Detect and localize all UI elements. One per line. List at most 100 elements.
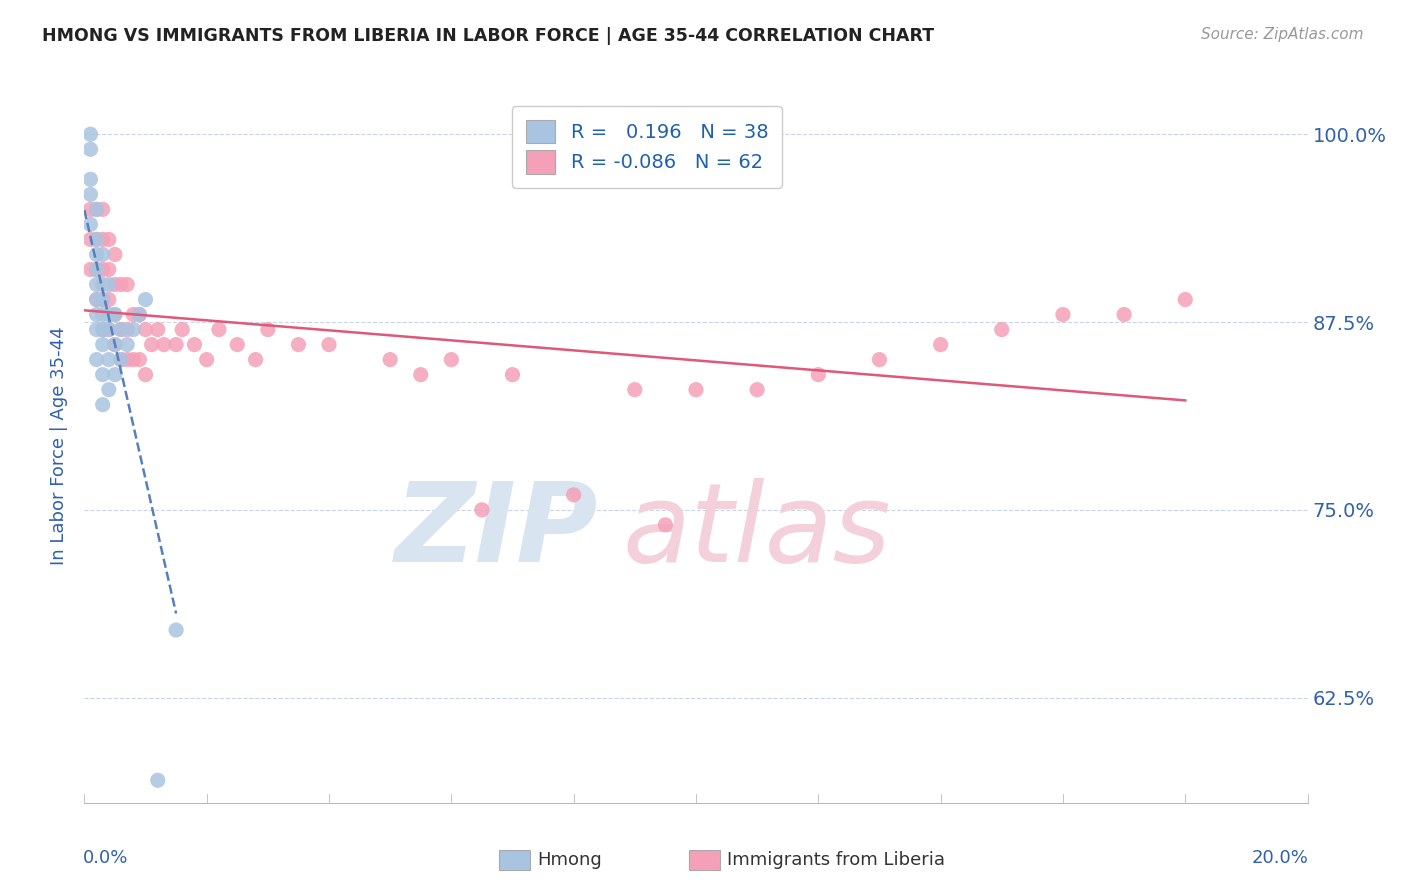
Point xyxy=(165,337,187,351)
Point xyxy=(97,383,120,397)
Point xyxy=(91,202,114,217)
Text: 0.0%: 0.0% xyxy=(83,849,128,867)
Point xyxy=(86,202,108,217)
Point xyxy=(153,337,176,351)
Text: 20.0%: 20.0% xyxy=(1251,849,1309,867)
Point xyxy=(86,277,108,292)
Point xyxy=(122,352,145,367)
Point xyxy=(1052,308,1074,322)
Text: Immigrants from Liberia: Immigrants from Liberia xyxy=(727,851,945,869)
Point xyxy=(86,322,108,336)
Point xyxy=(135,293,157,307)
Point xyxy=(115,322,138,336)
Point xyxy=(110,322,132,336)
Point xyxy=(110,322,132,336)
Point xyxy=(86,232,108,246)
Point xyxy=(97,322,120,336)
Point xyxy=(97,308,120,322)
Point xyxy=(91,322,114,336)
Point xyxy=(91,293,114,307)
Point xyxy=(79,262,101,277)
Point xyxy=(86,262,108,277)
Point xyxy=(562,488,585,502)
Point xyxy=(97,293,120,307)
Point xyxy=(91,262,114,277)
Legend: R =   0.196   N = 38, R = -0.086   N = 62: R = 0.196 N = 38, R = -0.086 N = 62 xyxy=(512,106,782,187)
Point xyxy=(91,398,114,412)
Text: Source: ZipAtlas.com: Source: ZipAtlas.com xyxy=(1201,27,1364,42)
Point xyxy=(183,337,205,351)
Point xyxy=(128,308,150,322)
Point xyxy=(1174,293,1197,307)
Point xyxy=(91,277,114,292)
Point xyxy=(135,368,157,382)
Point xyxy=(115,337,138,351)
Point xyxy=(104,247,127,261)
Point xyxy=(97,277,120,292)
Point xyxy=(807,368,830,382)
Point xyxy=(929,337,952,351)
Point xyxy=(128,352,150,367)
Point xyxy=(110,352,132,367)
Point xyxy=(91,337,114,351)
Point xyxy=(146,322,169,336)
Point xyxy=(245,352,267,367)
Point xyxy=(146,773,169,788)
Point xyxy=(115,277,138,292)
Y-axis label: In Labor Force | Age 35-44: In Labor Force | Age 35-44 xyxy=(49,326,67,566)
Point xyxy=(91,293,114,307)
Text: atlas: atlas xyxy=(623,478,891,585)
Point xyxy=(654,517,676,532)
Point xyxy=(79,232,101,246)
Point xyxy=(97,262,120,277)
Point xyxy=(287,337,309,351)
Point xyxy=(318,337,340,351)
Text: HMONG VS IMMIGRANTS FROM LIBERIA IN LABOR FORCE | AGE 35-44 CORRELATION CHART: HMONG VS IMMIGRANTS FROM LIBERIA IN LABO… xyxy=(42,27,935,45)
Point xyxy=(104,368,127,382)
Point xyxy=(471,503,494,517)
Point xyxy=(172,322,194,336)
Point xyxy=(79,202,101,217)
Point xyxy=(257,322,280,336)
Point xyxy=(122,322,145,336)
Point xyxy=(97,352,120,367)
Point xyxy=(104,337,127,351)
Point xyxy=(86,293,108,307)
Point xyxy=(91,247,114,261)
Point xyxy=(409,368,432,382)
Point xyxy=(79,218,101,232)
Point xyxy=(79,142,101,156)
Point xyxy=(502,368,524,382)
Point xyxy=(104,308,127,322)
Point xyxy=(91,232,114,246)
Point xyxy=(685,383,707,397)
Point xyxy=(97,322,120,336)
Point xyxy=(135,322,157,336)
Text: ZIP: ZIP xyxy=(395,478,598,585)
Point xyxy=(86,262,108,277)
Point xyxy=(110,352,132,367)
Point xyxy=(869,352,891,367)
Point xyxy=(91,368,114,382)
Point xyxy=(110,277,132,292)
Point xyxy=(1114,308,1136,322)
Point xyxy=(122,308,145,322)
Point xyxy=(91,322,114,336)
Point xyxy=(86,293,108,307)
Point xyxy=(86,202,108,217)
Point xyxy=(208,322,231,336)
Point xyxy=(86,352,108,367)
Point xyxy=(195,352,218,367)
Point xyxy=(97,232,120,246)
Point xyxy=(380,352,402,367)
Point xyxy=(165,623,187,637)
Point xyxy=(86,247,108,261)
Point xyxy=(104,308,127,322)
Point xyxy=(79,187,101,202)
Point xyxy=(86,308,108,322)
Point xyxy=(86,232,108,246)
Point xyxy=(747,383,769,397)
Point xyxy=(141,337,163,351)
Point xyxy=(440,352,463,367)
Point xyxy=(104,337,127,351)
